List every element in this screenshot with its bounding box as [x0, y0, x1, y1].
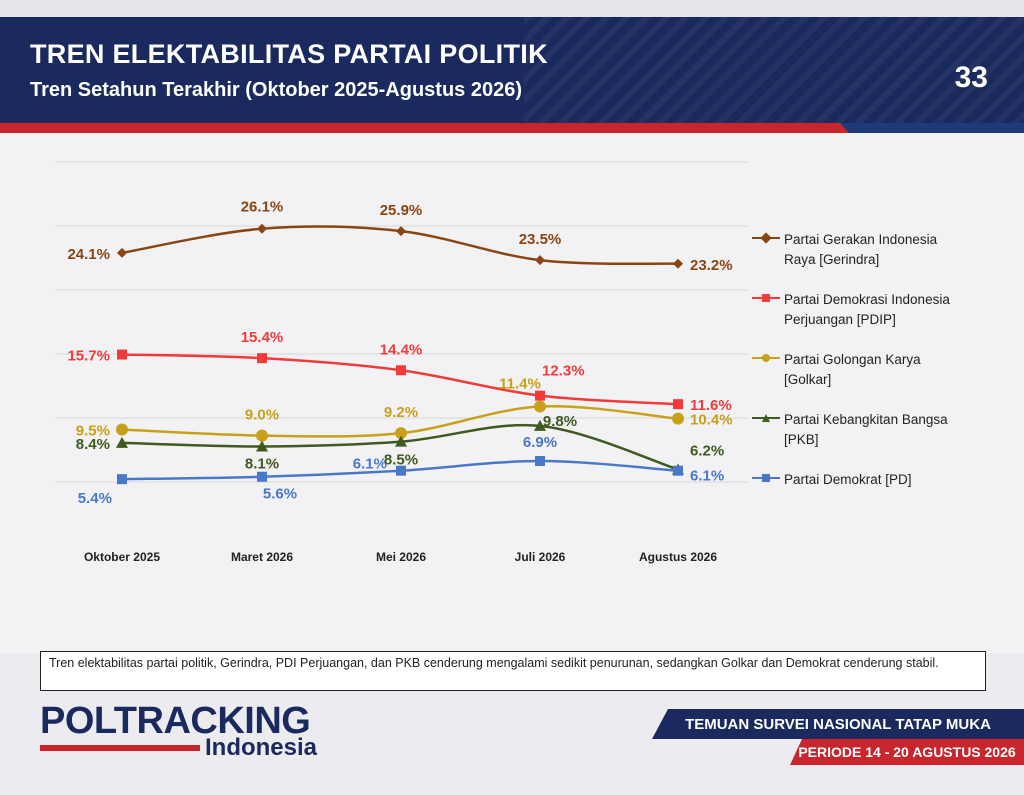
- survey-banner: TEMUAN SURVEI NASIONAL TATAP MUKA: [652, 709, 1024, 739]
- page-number: 33: [954, 61, 988, 94]
- legend-label: Partai Golongan Karya [Golkar]: [784, 350, 984, 390]
- data-label: 6.9%: [523, 434, 557, 451]
- legend-marker: [762, 414, 770, 422]
- data-label: 9.2%: [384, 404, 418, 421]
- legend-label-line: Raya [Gerindra]: [784, 252, 880, 267]
- data-label: 8.4%: [76, 436, 110, 453]
- data-label: 15.4%: [241, 329, 284, 346]
- data-label: 15.7%: [67, 348, 110, 365]
- legend-item: Partai Kebangkitan Bangsa [PKB]: [752, 407, 992, 467]
- data-point: [257, 353, 267, 364]
- data-label: 26.1%: [241, 199, 284, 216]
- data-point: [116, 423, 128, 436]
- x-tick-label: Oktober 2025: [84, 550, 160, 564]
- legend-label-line: [PKB]: [784, 432, 819, 447]
- page-title: TREN ELEKTABILITAS PARTAI POLITIK: [30, 39, 548, 69]
- x-tick-label: Maret 2026: [231, 550, 293, 564]
- legend-marker: [762, 294, 770, 302]
- data-point: [673, 399, 683, 410]
- data-label: 10.4%: [690, 412, 733, 429]
- series-line: [121, 353, 679, 406]
- data-point: [535, 390, 545, 401]
- legend-label: Partai Demokrat [PD]: [784, 470, 984, 490]
- legend-label-line: Partai Demokrasi Indonesia: [784, 292, 950, 307]
- legend-item: Partai Demokrasi Indonesia Perjuangan [PD…: [752, 287, 992, 347]
- data-point: [256, 429, 268, 442]
- data-point: [673, 258, 683, 269]
- data-point: [117, 349, 127, 360]
- data-label: 23.2%: [690, 257, 733, 274]
- data-label: 6.1%: [353, 456, 387, 473]
- data-label: 12.3%: [542, 363, 585, 380]
- data-label: 8.1%: [245, 455, 279, 472]
- data-point: [534, 400, 546, 413]
- data-point: [396, 365, 406, 376]
- data-point: [534, 419, 546, 431]
- data-label: 9.8%: [543, 413, 577, 430]
- data-point: [535, 255, 545, 266]
- logo-sub-text: Indonesia: [205, 734, 318, 761]
- data-point: [257, 223, 267, 234]
- x-tick-label: Mei 2026: [376, 550, 426, 564]
- data-point: [257, 471, 267, 482]
- legend-label-line: Perjuangan [PDIP]: [784, 312, 896, 327]
- top-band: [0, 0, 1024, 17]
- data-point: [395, 427, 407, 440]
- data-label: 25.9%: [380, 202, 423, 219]
- legend-label: Partai Kebangkitan Bangsa [PKB]: [784, 410, 984, 450]
- data-point: [395, 435, 407, 447]
- legend-label-line: [Golkar]: [784, 372, 832, 387]
- data-label: 11.4%: [499, 376, 541, 393]
- data-label: 5.6%: [263, 486, 297, 503]
- data-label: 9.0%: [245, 407, 279, 424]
- period-banner: PERIODE 14 - 20 AGUSTUS 2026: [790, 739, 1024, 765]
- legend-label-line: Partai Kebangkitan Bangsa: [784, 412, 948, 427]
- chart-note: Tren elektabilitas partai politik, Gerin…: [40, 651, 986, 691]
- data-point: [116, 436, 128, 448]
- legend-item: Partai Demokrat [PD]: [752, 467, 992, 527]
- legend-marker: [762, 474, 770, 482]
- data-label: 6.2%: [690, 442, 724, 459]
- data-point: [396, 465, 406, 476]
- data-point: [672, 412, 684, 425]
- chart-legend: Partai Gerakan Indonesia Raya [Gerindra] P…: [752, 227, 992, 527]
- data-label: 5.4%: [78, 490, 112, 507]
- chart-area: [0, 133, 1024, 653]
- data-point: [117, 474, 127, 485]
- red-stripe: [0, 123, 870, 133]
- data-label: 9.5%: [76, 423, 110, 440]
- legend-marker: [762, 354, 770, 362]
- legend-label-line: Partai Demokrat [PD]: [784, 472, 912, 487]
- legend-label: Partai Demokrasi Indonesia Perjuangan [PD…: [784, 290, 984, 330]
- data-label: 24.1%: [67, 246, 110, 263]
- data-label: 6.1%: [690, 468, 724, 485]
- legend-label-line: Partai Gerakan Indonesia: [784, 232, 938, 247]
- data-point: [117, 247, 127, 258]
- logo-red-bar: [40, 745, 200, 751]
- x-tick-label: Agustus 2026: [639, 550, 717, 564]
- legend-label: Partai Gerakan Indonesia Raya [Gerindra]: [784, 230, 984, 270]
- data-point: [256, 440, 268, 452]
- page-subtitle: Tren Setahun Terakhir (Oktober 2025-Agus…: [30, 79, 523, 101]
- header-banner: TREN ELEKTABILITAS PARTAI POLITIK Tren S…: [0, 17, 1024, 123]
- legend-marker: [760, 232, 772, 244]
- data-point: [396, 226, 406, 237]
- data-label: 8.5%: [384, 452, 418, 469]
- legend-item: Partai Gerakan Indonesia Raya [Gerindra]: [752, 227, 992, 287]
- legend-label-line: Partai Golongan Karya: [784, 352, 921, 367]
- header-pattern: [524, 17, 1024, 123]
- data-label: 11.6%: [690, 397, 732, 414]
- data-point: [673, 465, 683, 476]
- data-point: [535, 456, 545, 467]
- x-tick-label: Juli 2026: [515, 550, 566, 564]
- data-label: 23.5%: [519, 231, 562, 248]
- legend-item: Partai Golongan Karya [Golkar]: [752, 347, 992, 407]
- data-label: 14.4%: [380, 341, 423, 358]
- poltracking-logo: POLTRACKING Indonesia: [40, 700, 317, 761]
- logo-main-text: POLTRACKING: [40, 700, 311, 742]
